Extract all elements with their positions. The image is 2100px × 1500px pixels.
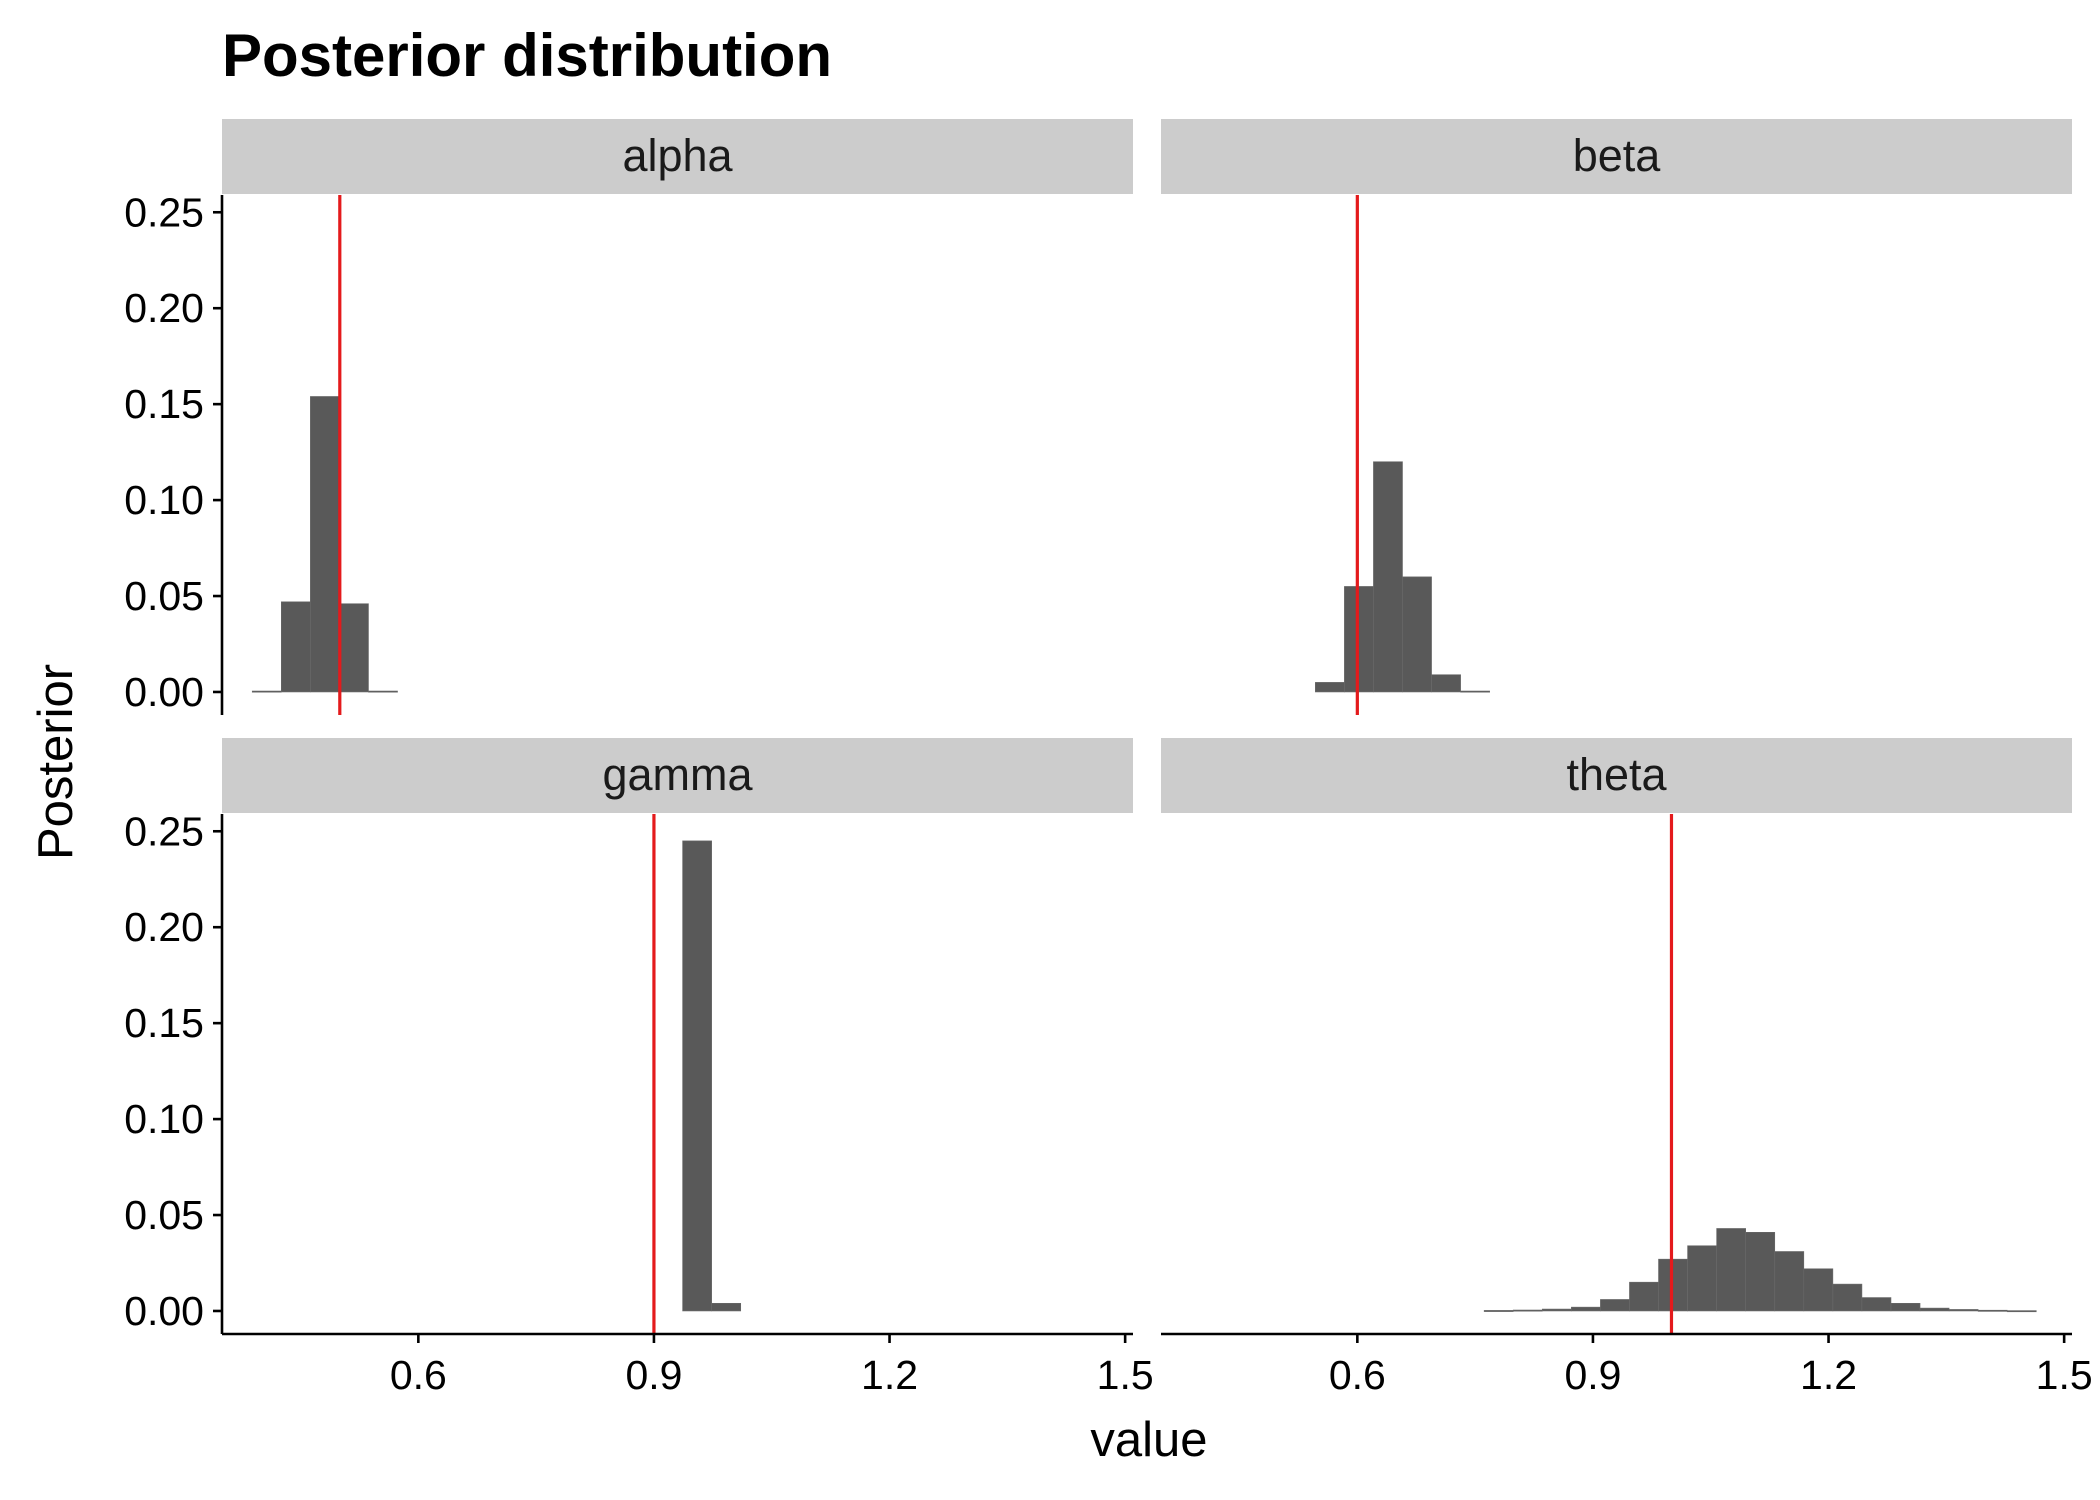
histogram-bar [1315,682,1345,693]
x-tick-label: 1.5 [2036,1352,2093,1398]
histogram-bar [1948,1309,1979,1312]
histogram-bar [1745,1232,1776,1312]
histogram-bar [1483,1310,1514,1312]
y-tick-label: 0.05 [124,1192,204,1238]
histogram-bar [1402,576,1432,693]
y-axis-title: Posterior [29,664,83,860]
histogram-bar [1629,1281,1659,1312]
histogram-bar [1600,1299,1630,1312]
facet-panel-theta: theta 0.6 0.9 1.2 1.5 [1161,738,2093,1398]
y-tick-label: 0.25 [124,808,204,854]
y-tick-label: 0.20 [124,285,204,331]
facet-panel-gamma: gamma 0.00 0.05 0.10 0.15 0.20 0.25 0.6 0.9 1.2 1.… [124,738,1154,1398]
histogram-bar [1571,1306,1601,1312]
histogram-bar [1803,1268,1834,1312]
y-tick-label: 0.10 [124,477,204,523]
histogram-bar [1716,1228,1746,1312]
histogram-bar [2006,1310,2037,1313]
facet-strip [222,119,1133,194]
x-tick-label: 0.6 [390,1352,447,1398]
histogram-bar [1832,1283,1863,1312]
histogram-bar [1861,1297,1892,1312]
y-tick-label: 0.00 [124,669,204,715]
x-tick-label: 1.5 [1097,1352,1154,1398]
histogram-bar [368,690,398,693]
x-axis-title: value [1090,1413,1207,1467]
histogram-bar [1373,461,1403,693]
facet-strip-label: theta [1566,749,1667,800]
x-tick-label: 0.9 [625,1352,682,1398]
facet-panel-beta: beta [1161,119,2072,715]
histogram-bar [1687,1245,1717,1312]
histogram-bar [1431,674,1461,693]
y-tick-label: 0.00 [124,1288,204,1334]
facet-strip-label: beta [1573,130,1662,181]
facet-strip [1161,738,2072,813]
histogram-bar [1977,1309,2008,1312]
chart-title: Posterior distribution [222,22,832,89]
histogram-bar [251,690,282,693]
x-tick-label: 1.2 [861,1352,918,1398]
x-tick-label: 0.9 [1564,1352,1621,1398]
histogram-bar [1512,1309,1543,1312]
histogram-bar [310,396,340,693]
histogram-bar [711,1302,742,1312]
facet-strip-label: alpha [622,130,733,181]
y-tick-label: 0.15 [124,381,204,427]
facet-panels: alpha 0.00 0.05 0.10 0.15 0.20 0.25 beta gamma 0.… [124,119,2093,1398]
histogram-bar [682,840,712,1312]
facet-panel-alpha: alpha 0.00 0.05 0.10 0.15 0.20 0.25 [124,119,1133,715]
x-tick-label: 0.6 [1329,1352,1386,1398]
facet-strip [1161,119,2072,194]
y-tick-label: 0.25 [124,189,204,235]
histogram-bar [1774,1251,1805,1312]
y-tick-label: 0.10 [124,1096,204,1142]
facet-strip-label: gamma [602,749,753,800]
y-tick-label: 0.20 [124,904,204,950]
y-tick-label: 0.15 [124,1000,204,1046]
histogram-bar [1919,1307,1950,1312]
x-tick-label: 1.2 [1800,1352,1857,1398]
histogram-bar [1460,690,1490,693]
histogram-bar [1541,1308,1572,1312]
histogram-bar [1890,1302,1921,1312]
histogram-bar [280,601,311,693]
histogram-bar [339,603,369,693]
facet-strip [222,738,1133,813]
y-tick-label: 0.05 [124,573,204,619]
